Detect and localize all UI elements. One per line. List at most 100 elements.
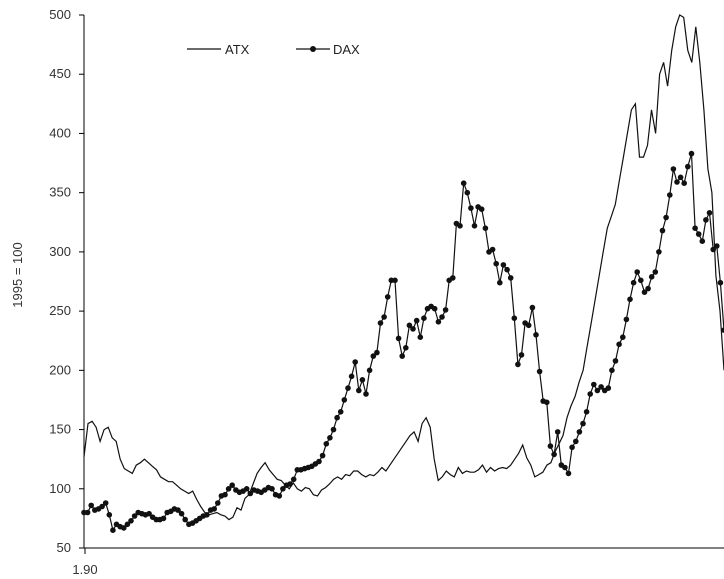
data-point xyxy=(370,353,377,359)
data-point xyxy=(319,452,326,459)
data-point xyxy=(638,277,644,284)
legend-atx-label: ATX xyxy=(225,42,250,57)
data-point xyxy=(551,451,557,458)
data-point xyxy=(102,500,109,506)
data-point xyxy=(334,414,340,421)
data-point xyxy=(583,409,590,415)
data-point xyxy=(685,163,691,170)
data-point xyxy=(450,275,456,281)
data-point xyxy=(160,515,167,522)
data-point xyxy=(287,481,293,487)
y-tick-label: 50 xyxy=(57,540,71,555)
data-point xyxy=(175,507,181,513)
data-point xyxy=(128,518,134,524)
data-point xyxy=(478,206,485,212)
data-point xyxy=(225,486,232,492)
data-point xyxy=(565,470,572,477)
data-point xyxy=(576,429,583,435)
series-line-atx xyxy=(83,14,724,521)
data-point xyxy=(699,238,706,244)
data-point xyxy=(544,399,550,406)
data-point xyxy=(656,249,662,255)
data-point xyxy=(413,317,420,324)
data-point xyxy=(276,493,283,499)
data-point xyxy=(124,521,131,528)
data-point xyxy=(634,269,640,275)
data-point xyxy=(468,205,474,211)
data-point xyxy=(623,316,630,323)
data-point xyxy=(204,512,210,518)
data-point xyxy=(352,359,359,365)
data-point xyxy=(659,227,666,234)
data-point xyxy=(616,341,622,348)
data-point xyxy=(84,509,91,516)
data-point xyxy=(663,214,669,221)
data-point xyxy=(460,180,467,186)
data-point xyxy=(703,217,709,223)
y-tick-label: 250 xyxy=(49,303,71,318)
data-point xyxy=(280,486,286,492)
data-point xyxy=(507,275,514,281)
data-point xyxy=(714,243,720,249)
data-point xyxy=(381,314,387,320)
data-point xyxy=(536,368,543,375)
data-point xyxy=(269,486,275,492)
axes xyxy=(83,15,724,549)
data-point xyxy=(562,464,568,471)
y-tick-label: 100 xyxy=(49,481,71,496)
data-point xyxy=(356,387,362,394)
data-point xyxy=(695,231,702,237)
data-point xyxy=(384,294,391,300)
data-point xyxy=(717,279,724,286)
data-point xyxy=(598,384,604,390)
data-point xyxy=(410,326,416,332)
data-point xyxy=(515,361,521,368)
data-point xyxy=(670,166,677,172)
data-point xyxy=(518,352,525,358)
y-tick-label: 450 xyxy=(49,66,71,81)
data-point xyxy=(406,322,413,329)
data-point xyxy=(500,262,507,268)
data-point xyxy=(435,319,442,325)
data-point xyxy=(677,174,684,181)
data-point xyxy=(211,506,217,512)
legend-dax-label: DAX xyxy=(333,42,360,57)
x-tick-label: 1.90 xyxy=(72,562,97,577)
data-point xyxy=(229,482,235,489)
data-point xyxy=(630,279,637,286)
data-point xyxy=(652,269,659,275)
data-point xyxy=(243,486,250,492)
data-point xyxy=(706,210,713,216)
data-point xyxy=(645,285,651,292)
data-point xyxy=(525,322,532,329)
data-point xyxy=(215,500,221,506)
data-point xyxy=(587,391,593,397)
data-point xyxy=(345,385,351,391)
y-tick-label: 350 xyxy=(49,185,71,200)
data-point xyxy=(667,192,673,198)
data-point xyxy=(482,225,489,231)
series-line-dax xyxy=(84,153,724,532)
data-point xyxy=(692,225,698,231)
series-atx xyxy=(83,14,724,521)
data-point xyxy=(290,476,297,483)
data-point xyxy=(547,443,554,449)
data-point xyxy=(327,435,333,441)
y-tick-label: 150 xyxy=(49,422,71,437)
data-point xyxy=(511,315,518,322)
data-point xyxy=(471,223,478,229)
data-point xyxy=(489,246,496,253)
data-point xyxy=(504,266,510,273)
data-point xyxy=(121,525,127,531)
data-point xyxy=(529,304,536,311)
data-point xyxy=(605,385,612,391)
data-point xyxy=(392,277,398,284)
data-point xyxy=(554,429,561,435)
data-point xyxy=(146,510,152,517)
data-point xyxy=(710,246,716,253)
data-point xyxy=(106,512,113,518)
data-point xyxy=(247,490,254,497)
data-point xyxy=(493,260,500,267)
data-point xyxy=(337,409,344,415)
